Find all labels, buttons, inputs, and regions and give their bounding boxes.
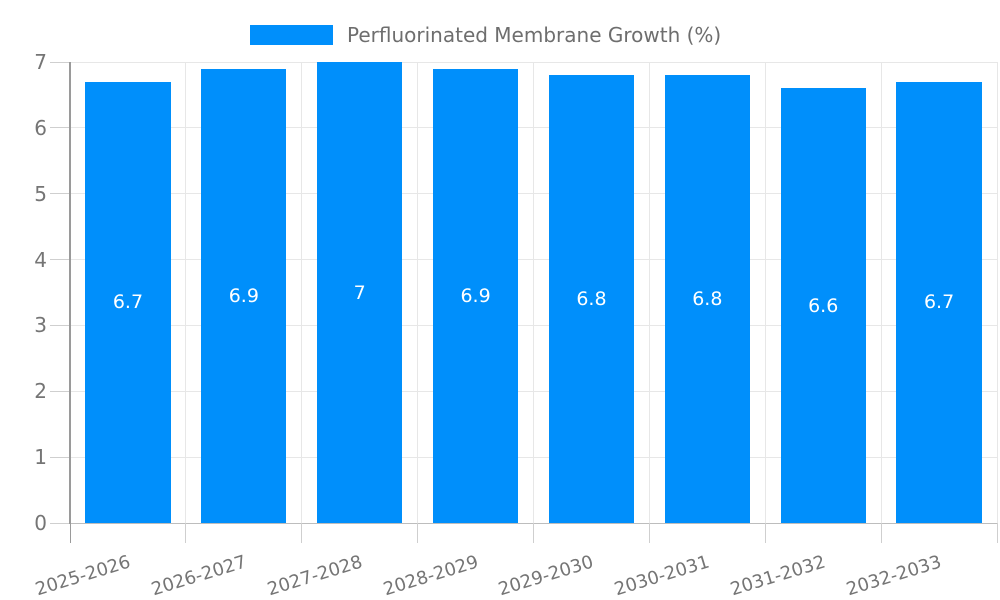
y-axis-tick [50, 390, 70, 392]
y-axis-tick [50, 61, 70, 63]
bar-value-label: 6.7 [923, 291, 955, 314]
x-axis-tick [880, 523, 882, 543]
x-boundary-gridline [880, 62, 882, 523]
y-tick-label: 4 [34, 247, 47, 272]
y-axis-tick [50, 456, 70, 458]
bar[interactable] [664, 75, 750, 523]
x-axis-tick [69, 523, 71, 543]
x-boundary-gridline [185, 62, 187, 523]
x-axis-tick [301, 523, 303, 543]
bar[interactable] [896, 81, 982, 523]
bar-value-label: 6.8 [692, 288, 723, 311]
bar-value-label: 6.9 [460, 284, 491, 307]
legend-label: Perfluorinated Membrane Growth (%) [347, 23, 722, 47]
y-tick-label: 0 [34, 511, 47, 535]
x-boundary-gridline [764, 62, 766, 523]
x-axis-tick [764, 523, 766, 543]
x-axis-tick [185, 523, 187, 543]
bar[interactable] [548, 75, 634, 523]
bar[interactable] [432, 68, 519, 523]
legend-swatch [250, 25, 333, 45]
y-axis-tick [50, 522, 70, 524]
x-boundary-gridline [301, 62, 303, 523]
bar-value-label: 6.9 [228, 284, 259, 307]
bar[interactable] [85, 81, 171, 523]
x-boundary-gridline [648, 62, 650, 523]
bar[interactable] [201, 68, 287, 523]
x-axis-tick [417, 523, 419, 543]
y-tick-label: 2 [34, 379, 47, 404]
y-axis-tick [50, 193, 70, 195]
bar-value-label: 6.7 [112, 291, 144, 314]
x-axis-tick [533, 523, 534, 543]
x-boundary-gridline [417, 62, 419, 523]
bar-value-label: 6.8 [576, 288, 607, 311]
x-boundary-gridline [533, 62, 534, 523]
y-axis-tick [50, 324, 70, 326]
y-axis-line [69, 62, 71, 524]
x-axis-tick [648, 523, 650, 543]
bar-value-label: 6.6 [808, 294, 839, 317]
y-tick-label: 1 [34, 445, 47, 470]
chart-legend: Perfluorinated Membrane Growth (%) [250, 22, 721, 48]
y-tick-label: 3 [34, 313, 47, 338]
bar[interactable] [780, 88, 866, 523]
y-tick-label: 6 [34, 115, 47, 140]
y-axis-tick [50, 127, 70, 129]
bar-value-label: 7 [353, 281, 366, 304]
x-boundary-gridline [996, 62, 998, 523]
y-axis-tick [50, 259, 70, 261]
bar[interactable] [317, 62, 403, 523]
x-axis-tick [996, 523, 998, 543]
y-tick-label: 7 [34, 50, 47, 74]
y-tick-label: 5 [34, 181, 47, 206]
